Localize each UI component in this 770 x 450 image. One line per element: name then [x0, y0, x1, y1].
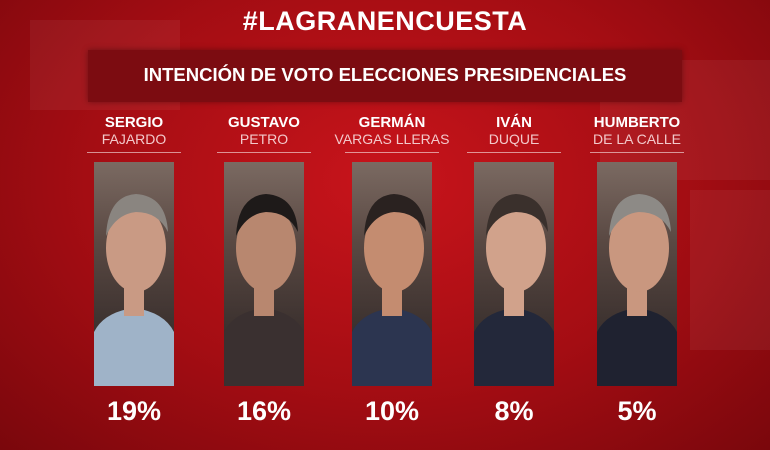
candidate-last-name: PETRO: [239, 131, 289, 147]
portrait-head: [364, 204, 424, 292]
hashtag-title: #LAGRANENCUESTA: [242, 6, 528, 36]
candidate-first-name: SERGIO: [104, 114, 164, 131]
portrait-head: [236, 204, 296, 292]
vote-percentage: 19%: [106, 396, 162, 426]
portrait-silhouette: [597, 194, 677, 386]
background-texture: [690, 190, 770, 350]
name-divider: [345, 152, 439, 153]
candidate-photo: [94, 162, 174, 386]
vote-percentage: 8%: [494, 396, 534, 426]
candidate-photo: [352, 162, 432, 386]
vote-percentage: 16%: [236, 396, 292, 426]
vote-percentage: 5%: [617, 396, 657, 426]
candidate-photo: [474, 162, 554, 386]
name-divider: [467, 152, 561, 153]
candidate-last-name: DUQUE: [488, 131, 540, 147]
portrait-head: [609, 204, 669, 292]
candidate-first-name: IVÁN: [496, 114, 532, 131]
candidate-first-name: HUMBERTO: [593, 114, 681, 131]
candidate-last-name: FAJARDO: [101, 131, 167, 147]
candidate-column-fajardo: SERGIO FAJARDO 19%: [69, 114, 199, 426]
portrait-silhouette: [474, 194, 554, 386]
subtitle-bar: INTENCIÓN DE VOTO ELECCIONES PRESIDENCIA…: [88, 50, 682, 102]
candidate-photo: [224, 162, 304, 386]
candidate-last-name: DE LA CALLE: [593, 131, 681, 147]
portrait-silhouette: [352, 194, 432, 386]
portrait-head: [106, 204, 166, 292]
portrait-silhouette: [224, 194, 304, 386]
name-divider: [87, 152, 181, 153]
candidate-photo: [597, 162, 677, 386]
portrait-body: [597, 308, 677, 386]
candidate-column-de-la-calle: HUMBERTO DE LA CALLE 5%: [572, 114, 702, 426]
candidate-last-name: VARGAS LLERAS: [334, 131, 450, 147]
portrait-body: [474, 308, 554, 386]
portrait-hair: [106, 194, 168, 236]
name-divider: [590, 152, 684, 153]
portrait-silhouette: [94, 194, 174, 386]
portrait-hair: [364, 194, 426, 236]
chart-subtitle: INTENCIÓN DE VOTO ELECCIONES PRESIDENCIA…: [143, 64, 627, 85]
vote-percentage: 10%: [364, 396, 420, 426]
candidate-column-duque: IVÁN DUQUE 8%: [449, 114, 579, 426]
portrait-hair: [486, 194, 548, 236]
candidate-column-petro: GUSTAVO PETRO 16%: [199, 114, 329, 426]
candidate-column-vargas-lleras: GERMÁN VARGAS LLERAS 10%: [327, 114, 457, 426]
portrait-hair: [236, 194, 298, 236]
portrait-head: [486, 204, 546, 292]
portrait-hair: [609, 194, 671, 236]
portrait-body: [94, 308, 174, 386]
candidate-first-name: GERMÁN: [358, 114, 426, 131]
portrait-body: [352, 308, 432, 386]
candidate-first-name: GUSTAVO: [228, 114, 300, 131]
name-divider: [217, 152, 311, 153]
portrait-body: [224, 308, 304, 386]
